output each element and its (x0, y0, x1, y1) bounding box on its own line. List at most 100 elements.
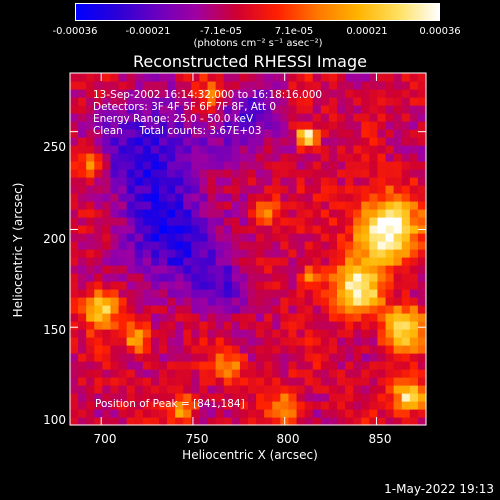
heatmap-cell (159, 289, 168, 298)
heatmap-cell (369, 121, 379, 130)
heatmap-cell (264, 369, 273, 378)
heatmap-cell (183, 329, 192, 338)
heatmap-cell (256, 201, 265, 210)
heatmap-cell (385, 393, 395, 402)
heatmap-cell (401, 281, 411, 290)
heatmap-cell (256, 217, 265, 226)
heatmap-cell (78, 401, 87, 410)
heatmap-cell (183, 217, 192, 226)
heatmap-cell (142, 377, 152, 386)
heatmap-cell (417, 81, 427, 90)
heatmap-cell (159, 193, 168, 202)
heatmap-cell (70, 81, 79, 90)
heatmap-cell (345, 361, 354, 370)
heatmap-cell (401, 121, 411, 130)
heatmap-cell (94, 129, 103, 138)
axes-frame (69, 72, 427, 426)
heatmap-cell (175, 129, 184, 138)
heatmap-cell (264, 353, 273, 362)
heatmap-cell (167, 305, 176, 314)
heatmap-cell (345, 209, 354, 218)
heatmap-cell (312, 417, 322, 426)
heatmap-cell (393, 297, 403, 306)
heatmap-cell (328, 73, 338, 82)
heatmap-cell (385, 217, 395, 226)
heatmap-cell (256, 73, 265, 82)
heatmap-cell (231, 145, 241, 154)
heatmap-cell (110, 305, 120, 314)
heatmap-cell (264, 97, 273, 106)
heatmap-cell (264, 89, 273, 98)
heatmap-cell (345, 97, 354, 106)
heatmap-cell (296, 321, 306, 330)
heatmap-cell (312, 177, 322, 186)
heatmap-cell (353, 161, 362, 170)
heatmap-cell (102, 337, 112, 346)
heatmap-cell (142, 209, 152, 218)
heatmap-cell (337, 81, 346, 90)
heatmap-cell (94, 209, 103, 218)
heatmap-cell (78, 393, 87, 402)
heatmap-cell (207, 241, 217, 250)
heatmap-cell (239, 393, 249, 402)
heatmap-cell (175, 105, 184, 114)
heatmap-cell (78, 225, 87, 234)
heatmap-cell (272, 409, 281, 418)
heatmap-cell (361, 393, 370, 402)
heatmap-cell (296, 265, 306, 274)
heatmap-cell (401, 209, 411, 218)
heatmap-cell (417, 169, 427, 178)
heatmap-cell (377, 97, 387, 106)
heatmap-cell (296, 281, 306, 290)
heatmap-cell (272, 369, 281, 378)
heatmap-cell (361, 225, 370, 234)
heatmap-cell (142, 225, 152, 234)
heatmap-cell (264, 169, 273, 178)
heatmap-cell (167, 169, 176, 178)
heatmap-cell (142, 73, 152, 82)
heatmap-cell (264, 201, 273, 210)
heatmap-cell (288, 169, 298, 178)
heatmap-cell (94, 409, 103, 418)
heatmap-cell (361, 137, 370, 146)
annotation-total-counts: Clean Total counts: 3.67E+03 (93, 125, 262, 137)
heatmap-cell (110, 393, 120, 402)
heatmap-cell (118, 233, 128, 242)
heatmap-cell (223, 137, 233, 146)
heatmap-cell (191, 377, 201, 386)
heatmap-cell (94, 321, 103, 330)
heatmap-cell (377, 153, 387, 162)
heatmap-cell (118, 161, 128, 170)
heatmap-cell (102, 353, 112, 362)
heatmap-cell (110, 337, 120, 346)
heatmap-cell (272, 233, 281, 242)
heatmap-cell (256, 137, 265, 146)
heatmap-cell (150, 385, 160, 394)
heatmap-cell (272, 193, 281, 202)
heatmap-cell (248, 393, 257, 402)
heatmap-cell (280, 129, 290, 138)
heatmap-cell (207, 145, 217, 154)
heatmap-cell (409, 289, 419, 298)
heatmap-cell (86, 73, 95, 82)
heatmap-cell (272, 313, 281, 322)
heatmap-cell (320, 185, 330, 194)
heatmap-cell (264, 225, 273, 234)
heatmap-cell (417, 353, 427, 362)
heatmap-cell (337, 305, 346, 314)
heatmap-cell (215, 217, 225, 226)
heatmap-cell (118, 137, 128, 146)
heatmap-cell (248, 153, 257, 162)
heatmap-cell (256, 113, 265, 122)
heatmap-cell (191, 361, 201, 370)
heatmap-cell (401, 249, 411, 258)
heatmap-cell (337, 201, 346, 210)
heatmap-cell (377, 313, 387, 322)
heatmap-cell (256, 377, 265, 386)
heatmap-cell (142, 249, 152, 258)
heatmap-cell (223, 265, 233, 274)
heatmap-cell (256, 193, 265, 202)
heatmap-cell (110, 145, 120, 154)
heatmap-cell (417, 417, 427, 426)
heatmap-cell (345, 321, 354, 330)
